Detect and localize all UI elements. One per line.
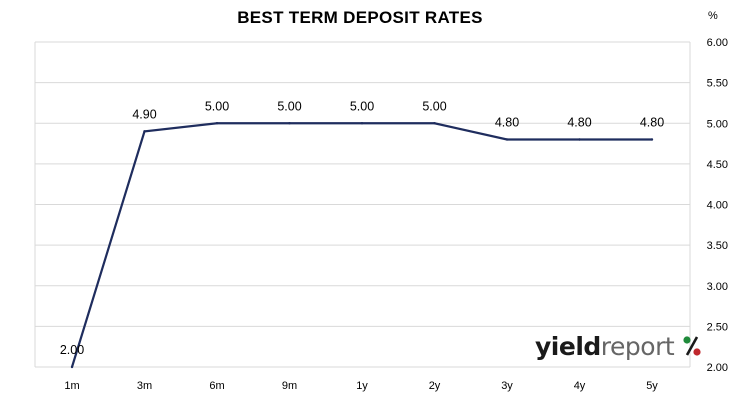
data-label: 5.00 (422, 99, 446, 113)
y-tick-label: 3.00 (707, 281, 728, 293)
x-tick-label: 1y (356, 380, 368, 392)
y-axis-unit: % (708, 10, 718, 22)
logo-word-yield: yield (535, 332, 601, 361)
data-label: 5.00 (277, 99, 301, 113)
data-label: 5.00 (350, 99, 374, 113)
data-label: 5.00 (205, 99, 229, 113)
percent-logo-icon (683, 336, 701, 356)
data-point (650, 138, 654, 141)
x-tick-label: 3y (501, 380, 513, 392)
data-point (578, 138, 581, 141)
data-label: 4.80 (640, 116, 664, 130)
y-tick-label: 4.00 (707, 200, 728, 212)
data-point (143, 130, 146, 133)
yieldreport-logo: yieldreport (535, 332, 702, 361)
data-point (433, 122, 436, 125)
data-point (70, 365, 74, 369)
y-tick-label: 5.00 (707, 118, 728, 130)
x-tick-label: 5y (646, 380, 658, 392)
x-tick-label: 9m (282, 380, 297, 392)
logo-word-report: report (600, 332, 675, 361)
y-tick-label: 2.50 (707, 321, 728, 333)
data-point (215, 122, 219, 125)
x-tick-label: 6m (209, 380, 224, 392)
data-point (360, 122, 364, 125)
x-tick-label: 4y (574, 380, 586, 392)
y-tick-label: 4.50 (707, 159, 728, 171)
y-tick-label: 2.00 (707, 362, 728, 374)
data-labels: 2.00 4.90 5.00 5.00 5.00 5.00 4.80 4.80 4.80 (60, 99, 664, 369)
x-tick-label: 2y (429, 380, 441, 392)
data-label: 4.80 (495, 116, 519, 130)
chart-title: BEST TERM DEPOSIT RATES (237, 8, 483, 27)
data-label: 2.00 (60, 343, 84, 357)
y-tick-label: 6.00 (707, 37, 728, 49)
y-tick-label: 3.50 (707, 240, 728, 252)
x-tick-labels: 1m 3m 6m 9m 1y 2y 3y 4y 5y (64, 380, 658, 392)
x-tick-label: 3m (137, 380, 152, 392)
x-tick-label: 1m (64, 380, 79, 392)
data-label: 4.90 (132, 107, 156, 121)
gridlines (34, 41, 691, 368)
y-tick-labels: 2.00 2.50 3.00 3.50 4.00 4.50 5.00 5.50 6.00 (707, 37, 728, 374)
data-point (288, 122, 291, 125)
data-point (505, 138, 509, 141)
data-label: 4.80 (567, 116, 591, 130)
y-tick-label: 5.50 (707, 78, 728, 90)
